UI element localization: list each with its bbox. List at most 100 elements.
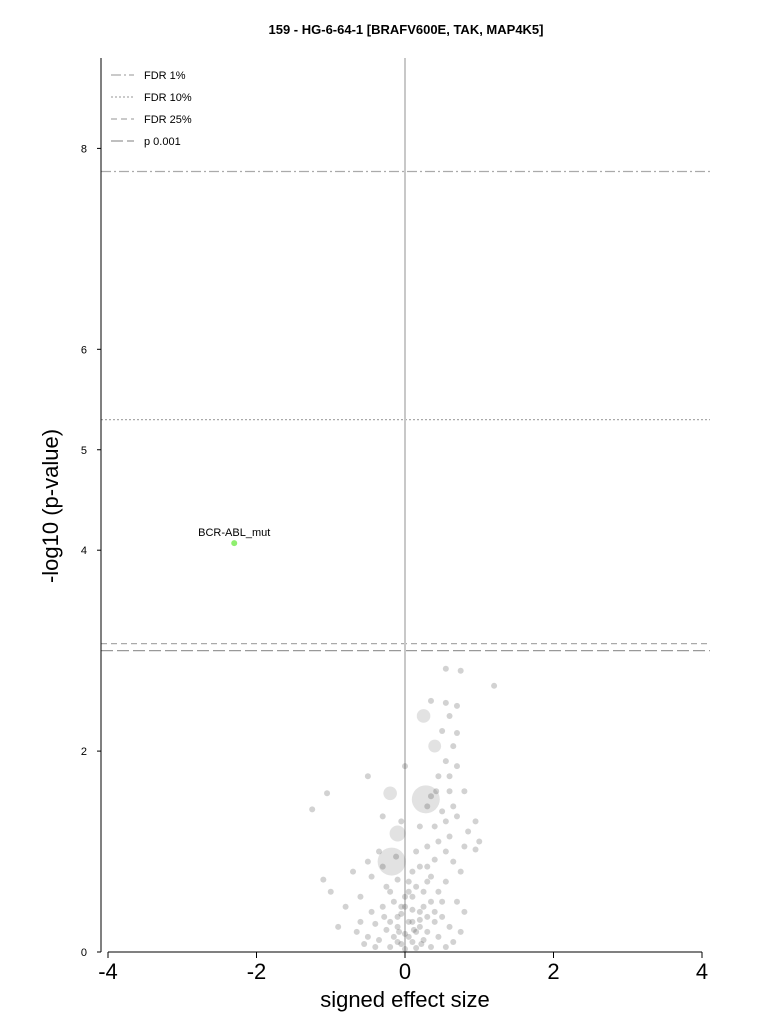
- legend-label-3: p 0.001: [144, 136, 181, 148]
- point-67: [383, 926, 390, 933]
- point-26: [476, 838, 483, 845]
- point-35: [364, 858, 371, 865]
- x-tick-label-3: 2: [547, 959, 559, 984]
- point-38: [450, 858, 457, 865]
- point-118: [418, 940, 425, 947]
- y-tick-label-4: 6: [81, 344, 87, 356]
- point-90: [387, 888, 394, 895]
- point-43: [394, 876, 401, 883]
- point-104: [457, 928, 464, 935]
- point-124: [450, 803, 457, 810]
- point-116: [410, 926, 417, 933]
- point-29: [398, 818, 405, 825]
- point-79: [387, 943, 394, 950]
- point-65: [405, 918, 412, 925]
- point-25: [431, 823, 438, 830]
- point-88: [420, 888, 427, 895]
- point-33: [424, 843, 431, 850]
- point-66: [394, 923, 401, 930]
- point-46: [327, 888, 334, 895]
- x-tick-label-4: 4: [696, 959, 708, 984]
- point-3: [442, 699, 449, 706]
- point-31: [461, 843, 468, 850]
- point-0: [442, 665, 449, 672]
- point-58: [409, 906, 416, 913]
- point-6: [491, 682, 498, 689]
- point-4: [453, 702, 460, 709]
- point-14: [446, 788, 453, 795]
- x-tick-label-0: -4: [98, 959, 118, 984]
- point-41: [416, 863, 423, 870]
- point-57: [420, 903, 427, 910]
- point-28: [416, 823, 423, 830]
- point-97: [439, 898, 446, 905]
- point-91: [424, 863, 431, 870]
- point-40: [431, 856, 438, 863]
- point-123: [433, 788, 440, 795]
- point-48: [442, 878, 449, 885]
- y-tick-label-0: 0: [81, 947, 87, 959]
- x-axis-label: signed effect size: [320, 987, 490, 1012]
- point-93: [435, 838, 442, 845]
- point-8: [453, 730, 460, 737]
- point-63: [431, 918, 438, 925]
- point-99: [353, 928, 360, 935]
- point-96: [446, 773, 453, 780]
- legend-label-1: FDR 10%: [144, 92, 192, 104]
- point-18: [364, 773, 371, 780]
- point-30: [472, 846, 479, 853]
- point-44: [383, 883, 390, 890]
- point-42: [409, 868, 416, 875]
- point-119: [381, 913, 388, 920]
- point-52: [402, 893, 408, 900]
- legend: FDR 1% FDR 10% FDR 25% p 0.001: [111, 70, 192, 148]
- point-80: [427, 943, 434, 950]
- point-13: [461, 788, 468, 795]
- big-point-3: [383, 786, 397, 801]
- point-70: [413, 928, 420, 935]
- point-75: [435, 933, 442, 940]
- point-2: [427, 697, 434, 704]
- point-61: [372, 920, 379, 927]
- point-101: [335, 923, 342, 930]
- point-76: [420, 936, 427, 943]
- point-84: [405, 933, 412, 940]
- point-83: [394, 938, 401, 945]
- point-120: [405, 888, 412, 895]
- legend-label-2: FDR 25%: [144, 114, 192, 126]
- point-117: [396, 928, 403, 935]
- big-point-5: [428, 739, 442, 753]
- point-94: [442, 818, 449, 825]
- point-49: [435, 888, 442, 895]
- big-point-1: [377, 847, 406, 876]
- point-89: [405, 878, 412, 885]
- point-74: [364, 933, 371, 940]
- point-64: [416, 916, 423, 923]
- point-122: [393, 853, 400, 860]
- point-121: [427, 873, 434, 880]
- point-72: [390, 933, 397, 940]
- point-12: [435, 773, 442, 780]
- y-tick-label-5: 8: [81, 143, 87, 155]
- y-ticks: 0 2 4 5 6 8: [81, 143, 101, 959]
- point-37: [368, 873, 375, 880]
- point-109: [431, 908, 438, 915]
- y-tick-label-1: 2: [81, 746, 87, 758]
- highlighted-point-group: BCR-ABL_mut: [198, 527, 270, 547]
- point-107: [361, 940, 368, 947]
- point-50: [424, 878, 431, 885]
- point-54: [379, 903, 386, 910]
- highlighted-point: [231, 540, 238, 547]
- point-81: [413, 944, 420, 951]
- point-10: [442, 758, 449, 765]
- point-103: [461, 908, 468, 915]
- point-114: [402, 903, 408, 910]
- point-16: [324, 790, 331, 797]
- point-92: [413, 848, 420, 855]
- point-11: [453, 763, 460, 770]
- point-71: [402, 930, 408, 937]
- y-tick-label-2: 4: [81, 545, 87, 557]
- highlighted-point-label: BCR-ABL_mut: [198, 527, 270, 539]
- point-21: [439, 808, 446, 815]
